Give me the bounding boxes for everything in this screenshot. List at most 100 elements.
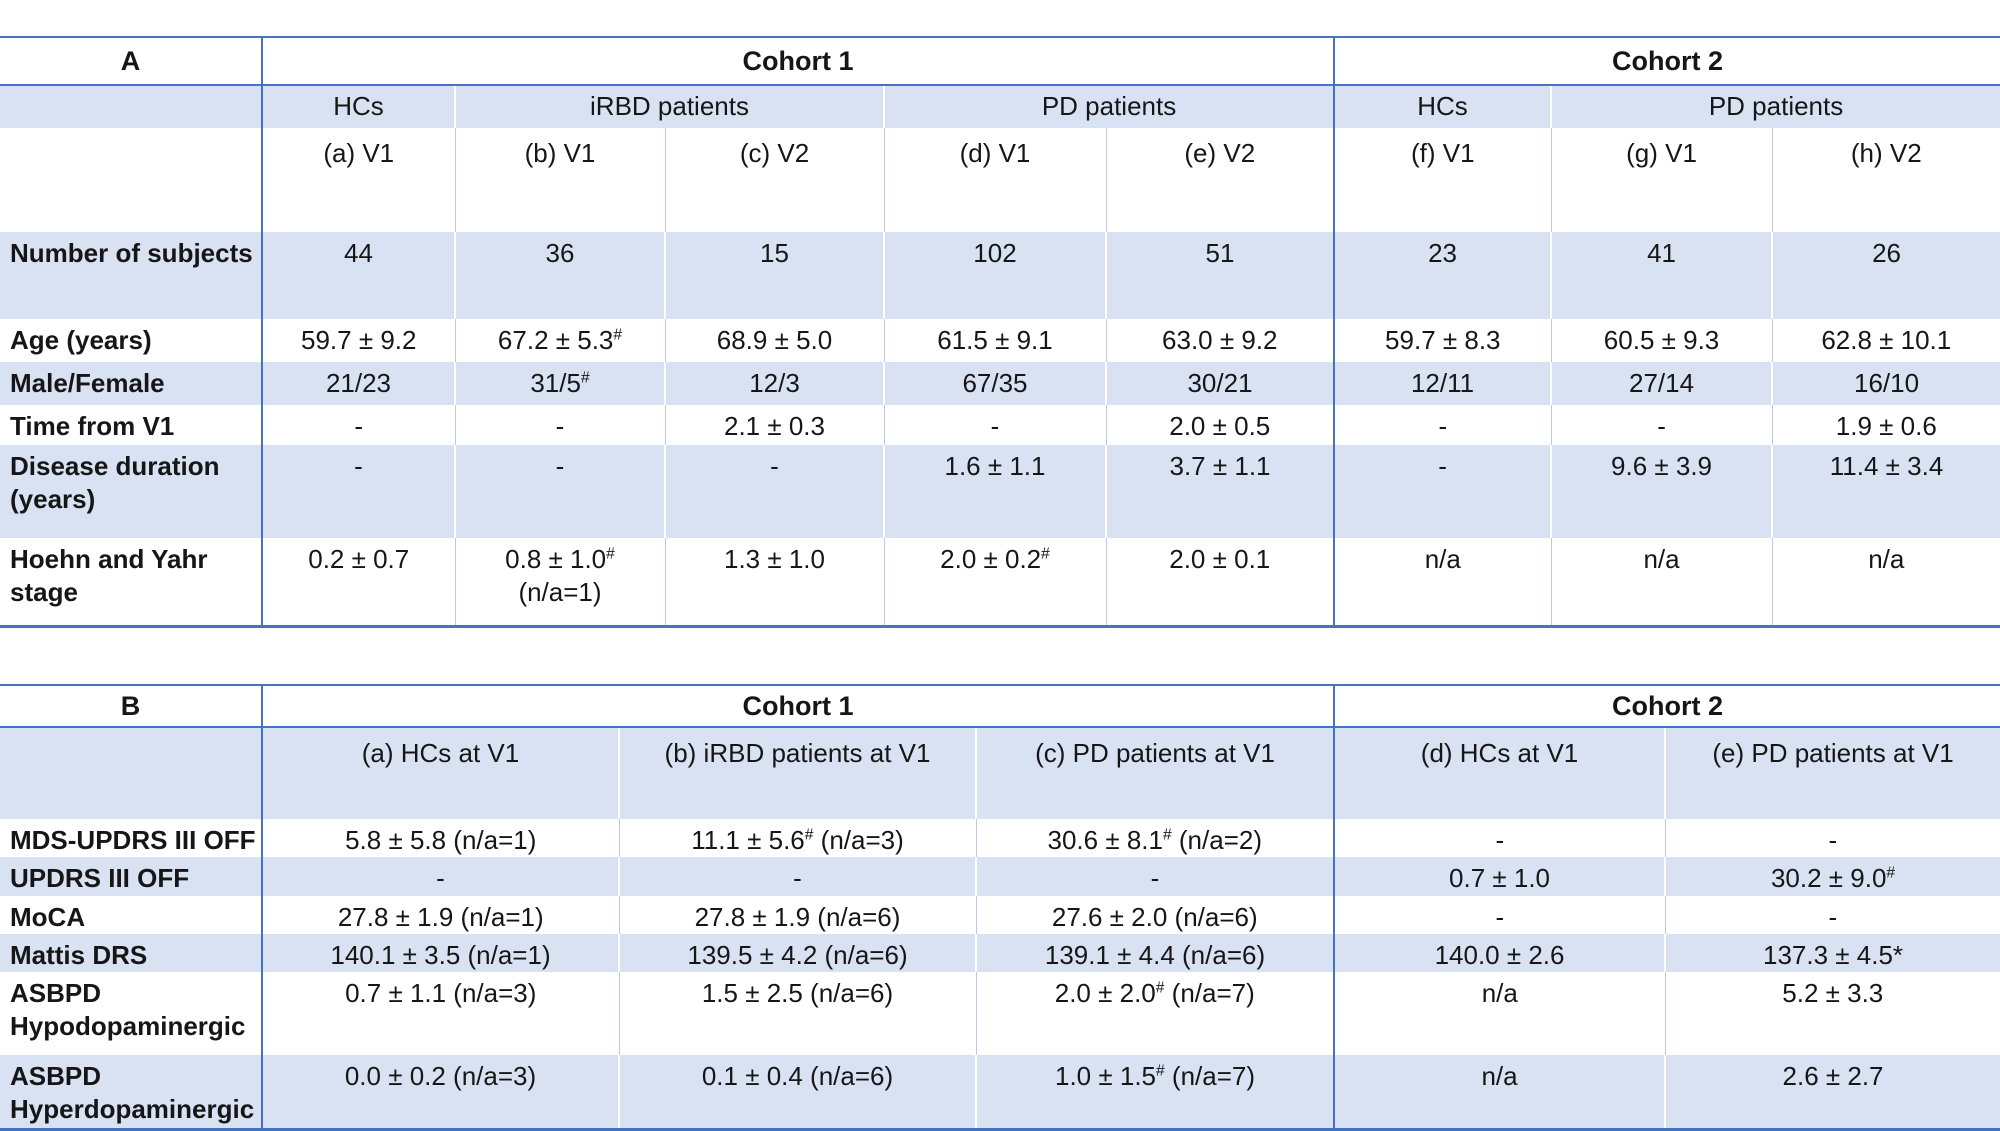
cohort-header: Cohort 1: [260, 37, 1335, 86]
row-label: Age (years): [10, 325, 152, 355]
table-row: Age (years) 59.7 ± 9.2 67.2 ± 5.3# 68.9 ± 5…: [0, 319, 2000, 362]
data-cell: -: [974, 857, 1335, 896]
data-cell: 62.8 ± 10.1: [1771, 319, 2000, 362]
data-cell: n/a: [1771, 538, 2000, 626]
data-cell: 27.8 ± 1.9 (n/a=1): [261, 895, 619, 934]
data-cell: 23: [1333, 232, 1552, 319]
data-cell: 5.2 ± 3.3: [1664, 972, 2000, 1056]
footnote-marker: #: [606, 545, 615, 563]
data-cell: -: [261, 445, 455, 538]
table-row: A Cohort 1 Cohort 2: [0, 37, 2000, 86]
data-cell: -: [664, 445, 884, 538]
footnote-marker: #: [1886, 864, 1896, 882]
table-row: UPDRS III OFF - - -0.7 ± 1.0 30.2 ± 9.0#: [0, 857, 2000, 896]
data-cell: 1.9 ± 0.6: [1771, 405, 2000, 445]
cohort-header: Cohort 2: [1333, 685, 2000, 728]
row-label: MDS-UPDRS III OFF: [10, 825, 256, 855]
row-label: Male/Female: [0, 362, 262, 405]
data-cell: 1.0 ± 1.5# (n/a=7): [974, 1055, 1335, 1130]
cohort-header: Cohort 1: [260, 685, 1335, 728]
footnote-marker: #: [1162, 826, 1172, 844]
footnote-marker: #: [1156, 1062, 1165, 1080]
data-cell: 11.4 ± 3.4: [1771, 445, 2000, 538]
data-cell: 60.5 ± 9.3: [1550, 319, 1773, 362]
visit-header: (d) HCs at V1: [1333, 727, 1666, 819]
cohort-header: Cohort 2: [1333, 37, 2000, 86]
corner-label: B: [0, 685, 262, 728]
data-cell: 12/11: [1333, 362, 1552, 405]
data-cell: 36: [454, 232, 665, 319]
table-row: Male/Female 21/23 31/5# 12/3 67/35 30/21 12/11…: [0, 362, 2000, 405]
data-cell: 9.6 ± 3.9: [1550, 445, 1773, 538]
data-cell: 51: [1104, 232, 1335, 319]
group-header: HCs: [261, 85, 455, 128]
visit-header: (e) PD patients at V1: [1664, 727, 2000, 819]
data-cell: 30.2 ± 9.0#: [1664, 857, 2000, 896]
table-a-demographics: A Cohort 1 Cohort 2 HCs iRBD patients PD pati…: [0, 36, 2000, 628]
row-label: Disease duration (years): [0, 445, 262, 538]
data-cell: 2.0 ± 0.2#: [883, 538, 1106, 626]
table-b-clinical-scores: B Cohort 1 Cohort 2 (a) HCs at V1 (b) iRBD p…: [0, 684, 2000, 1131]
data-cell: 59.7 ± 8.3: [1333, 319, 1552, 362]
data-cell: 2.0 ± 0.5: [1105, 405, 1335, 445]
data-cell: -: [261, 857, 619, 896]
group-header: HCs: [1333, 85, 1552, 128]
footnote-marker: #: [1041, 545, 1050, 563]
row-label: Number of subjects: [0, 232, 262, 319]
visit-header: (a) HCs at V1: [261, 727, 619, 819]
data-cell: 1.3 ± 1.0: [664, 538, 884, 626]
group-header: PD patients: [1550, 85, 2000, 128]
data-cell: n/a: [1333, 538, 1552, 626]
data-cell: 27.8 ± 1.9 (n/a=6): [618, 895, 976, 934]
data-cell: 0.2 ± 0.7: [261, 538, 455, 626]
row-label: Time from V1: [10, 411, 175, 441]
data-cell: 1.5 ± 2.5 (n/a=6): [618, 972, 976, 1056]
visit-header: (d) V1: [883, 128, 1106, 232]
table-row: MDS-UPDRS III OFF 5.8 ± 5.8 (n/a=1) 11.1 ±…: [0, 819, 2000, 858]
data-cell: 59.7 ± 9.2: [261, 319, 455, 362]
data-cell: 0.0 ± 0.2 (n/a=3): [261, 1055, 619, 1130]
data-cell: 5.8 ± 5.8 (n/a=1): [261, 819, 619, 858]
table-row: Disease duration (years) - - -1.6 ± 1.1 3.7 ±…: [0, 445, 2000, 538]
table-row: Time from V1- -2.1 ± 0.3-2.0 ± 0.5- -1.9 ±…: [0, 405, 2000, 445]
data-cell: -: [1333, 445, 1552, 538]
table-row: (a) HCs at V1 (b) iRBD patients at V1 (c) …: [0, 727, 2000, 819]
row-label: Hoehn and Yahr stage: [10, 544, 208, 608]
data-cell: 30/21: [1104, 362, 1335, 405]
visit-header: (b) V1: [454, 128, 665, 232]
visit-header: (c) V2: [664, 128, 884, 232]
data-cell: 16/10: [1771, 362, 2000, 405]
data-cell: 12/3: [664, 362, 884, 405]
visit-header: (f) V1: [1333, 128, 1552, 232]
table-row: Mattis DRS 140.1 ± 3.5 (n/a=1) 139.5 ± 4.2…: [0, 933, 2000, 973]
data-cell: 0.7 ± 1.1 (n/a=3): [261, 972, 619, 1056]
data-cell: -: [261, 405, 455, 445]
footnote-marker: #: [613, 326, 623, 344]
table-row: HCs iRBD patients PD patients HCs PD patient…: [0, 85, 2000, 128]
table-row: ASBPD Hypodopaminergic 0.7 ± 1.1 (n/a=3) 1.…: [0, 972, 2000, 1056]
footnote-marker: #: [1155, 979, 1165, 997]
data-cell: 67/35: [883, 362, 1106, 405]
table-row: B Cohort 1 Cohort 2: [0, 685, 2000, 728]
visit-header: (g) V1: [1550, 128, 1773, 232]
row-label: UPDRS III OFF: [0, 857, 262, 896]
data-cell: 137.3 ± 4.5*: [1664, 933, 2000, 973]
data-cell: 139.5 ± 4.2 (n/a=6): [618, 933, 976, 973]
data-cell: 3.7 ± 1.1: [1104, 445, 1335, 538]
corner-label: A: [0, 37, 262, 86]
group-header-spacer: [0, 85, 262, 128]
data-cell: -: [1664, 895, 2000, 934]
data-cell: 1.6 ± 1.1: [883, 445, 1106, 538]
data-cell: 67.2 ± 5.3#: [454, 319, 665, 362]
data-cell: 41: [1550, 232, 1773, 319]
row-label: MoCA: [10, 901, 86, 932]
data-cell: -: [1550, 405, 1773, 445]
data-cell: 44: [261, 232, 455, 319]
visit-header-spacer: [0, 727, 262, 819]
data-cell: -: [454, 445, 665, 538]
table-row: (a) V1 (b) V1 (c) V2 (d) V1 (e) V2 (f) V1 (g) …: [0, 128, 2000, 232]
data-cell: -: [454, 405, 665, 445]
table-row: MoCA 27.8 ± 1.9 (n/a=1) 27.8 ± 1.9 (n/a=6)…: [0, 895, 2000, 934]
visit-header-spacer: [0, 128, 262, 232]
